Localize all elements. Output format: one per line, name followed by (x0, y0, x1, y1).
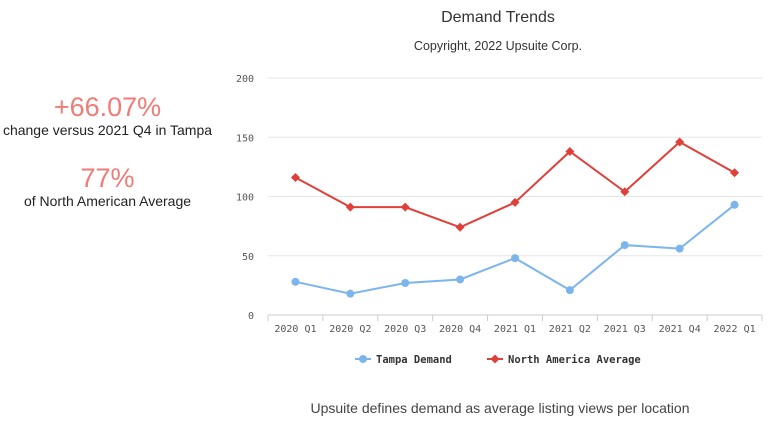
series-line (295, 204, 736, 295)
x-tick-label: 2021 Q4 (659, 324, 701, 335)
legend-marker (359, 355, 367, 363)
x-tick-label: 2022 Q1 (713, 324, 755, 335)
share-percent: 77% (80, 163, 135, 193)
data-point (620, 241, 629, 250)
data-point (456, 275, 465, 284)
x-tick-label: 2020 Q3 (384, 324, 426, 335)
change-description: change versus 2021 Q4 in Tampa (2, 122, 213, 138)
chart-title: Demand Trends (441, 9, 555, 26)
data-point (675, 137, 685, 147)
data-point (675, 244, 684, 253)
y-tick-label: 0 (248, 311, 254, 322)
chart-subtitle: Copyright, 2022 Upsuite Corp. (413, 39, 583, 53)
data-point (565, 286, 574, 295)
kpi-panel: +66.07% change versus 2021 Q4 in Tampa 7… (0, 92, 215, 210)
change-percent: +66.07% (53, 92, 162, 122)
data-point (291, 277, 300, 286)
data-point (730, 200, 739, 209)
data-point (400, 202, 410, 212)
data-point (455, 222, 465, 232)
x-tick-label: 2020 Q4 (439, 324, 481, 335)
data-point (730, 168, 740, 178)
data-point (565, 146, 575, 156)
data-point (620, 187, 630, 197)
y-tick-label: 100 (236, 193, 254, 204)
data-point (290, 173, 300, 183)
x-tick-label: 2020 Q2 (329, 324, 371, 335)
legend-label: Tampa Demand (376, 354, 452, 366)
footnote: Upsuite defines demand as average listin… (310, 400, 690, 416)
legend-label: North America Average (508, 354, 641, 366)
y-tick-label: 150 (236, 133, 254, 144)
data-point (511, 254, 519, 263)
legend-marker (490, 354, 500, 364)
data-point (345, 202, 355, 212)
x-tick-label: 2021 Q3 (604, 324, 646, 335)
share-description: of North American Average (23, 193, 192, 209)
x-tick-label: 2021 Q1 (494, 324, 536, 335)
data-point (401, 279, 410, 288)
data-point (346, 289, 355, 298)
y-tick-label: 50 (242, 252, 254, 263)
y-tick-label: 200 (236, 74, 254, 85)
series-line (294, 140, 736, 229)
data-point (510, 197, 520, 207)
x-tick-label: 2021 Q2 (549, 324, 591, 335)
x-tick-label: 2020 Q1 (274, 324, 316, 335)
